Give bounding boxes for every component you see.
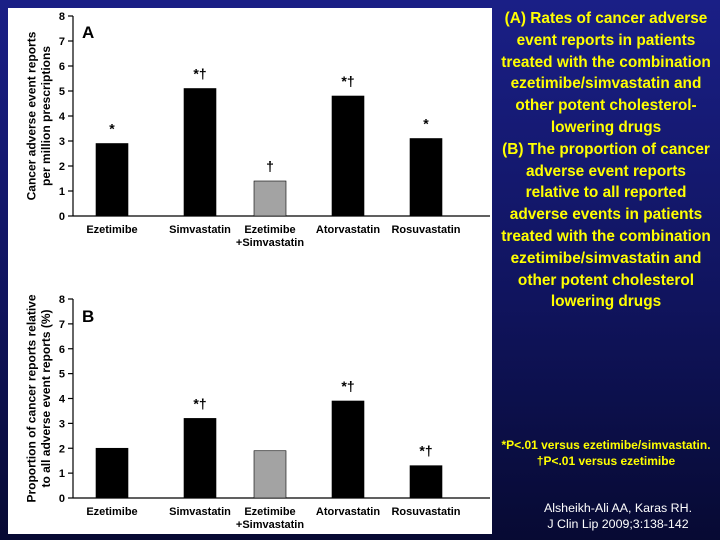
y-tick-label: 1 bbox=[59, 468, 65, 480]
bar-a-1 bbox=[95, 143, 129, 217]
category-label: Ezetimibe bbox=[244, 506, 295, 518]
y-axis-label: Proportion of cancer reports relativeto … bbox=[25, 294, 53, 502]
bar-b-4 bbox=[331, 400, 365, 499]
y-tick-label: 3 bbox=[59, 136, 65, 148]
y-tick-label: 7 bbox=[59, 319, 65, 331]
y-tick-label: 5 bbox=[59, 369, 65, 381]
y-axis-label: Cancer adverse event reportsper million … bbox=[25, 31, 53, 200]
bar-a-2 bbox=[183, 88, 217, 217]
category-label: +Simvastatin bbox=[236, 519, 304, 531]
y-tick-label: 4 bbox=[59, 394, 66, 406]
y-tick-label: 0 bbox=[59, 493, 65, 505]
bar-a-3 bbox=[253, 180, 287, 217]
caption-a: (A) Rates of cancer adverse event report… bbox=[501, 10, 711, 136]
significance-marker: *† bbox=[419, 443, 432, 459]
y-tick-label: 3 bbox=[59, 418, 65, 430]
category-label: Rosuvastatin bbox=[391, 506, 460, 518]
bar-b-1 bbox=[95, 447, 129, 499]
y-tick-label: 6 bbox=[59, 61, 65, 73]
panel-label-a: A bbox=[82, 23, 94, 42]
footnotes: *P<.01 versus ezetimibe/simvastatin. †P<… bbox=[500, 437, 712, 469]
significance-marker: *† bbox=[193, 395, 206, 411]
citation-journal: J Clin Lip 2009;3:138-142 bbox=[547, 517, 689, 531]
category-label: +Simvastatin bbox=[236, 237, 304, 249]
bar-b-2 bbox=[183, 418, 217, 499]
footnote-asterisk: *P<.01 versus ezetimibe/simvastatin. bbox=[501, 438, 711, 452]
category-label: Simvastatin bbox=[169, 506, 231, 518]
y-tick-label: 8 bbox=[59, 294, 65, 306]
bar-a-4 bbox=[331, 95, 365, 217]
y-tick-label: 8 bbox=[59, 11, 65, 23]
bar-charts: A 0 1 2 3 4 5 6 7 8 Cancer adverse event reportspe… bbox=[25, 11, 490, 531]
category-label: Ezetimibe bbox=[244, 224, 295, 236]
category-label: Rosuvastatin bbox=[391, 224, 460, 236]
significance-marker: *† bbox=[341, 73, 354, 89]
category-label: Atorvastatin bbox=[316, 506, 380, 518]
y-tick-label: 5 bbox=[59, 86, 65, 98]
y-tick-label: 7 bbox=[59, 36, 65, 48]
bar-a-5 bbox=[409, 138, 443, 217]
significance-marker: * bbox=[423, 116, 429, 132]
panel-label-b: B bbox=[82, 307, 94, 326]
y-tick-label: 2 bbox=[59, 443, 65, 455]
significance-marker: *† bbox=[193, 66, 206, 82]
bar-b-3 bbox=[253, 450, 287, 499]
category-label: Ezetimibe bbox=[86, 224, 137, 236]
significance-marker: * bbox=[109, 121, 115, 137]
category-label: Atorvastatin bbox=[316, 224, 380, 236]
y-tick-label: 1 bbox=[59, 186, 65, 198]
caption-b: (B) The proportion of cancer adverse eve… bbox=[501, 140, 711, 311]
bar-b-5 bbox=[409, 465, 443, 499]
citation-authors: Alsheikh-Ali AA, Karas RH. bbox=[543, 501, 693, 515]
y-tick-label: 2 bbox=[59, 161, 65, 173]
y-tick-label: 6 bbox=[59, 344, 65, 356]
category-label: Ezetimibe bbox=[86, 506, 137, 518]
chart-panel: A 0 1 2 3 4 5 6 7 8 Cancer adverse event reportspe… bbox=[8, 8, 492, 534]
significance-marker: *† bbox=[341, 378, 354, 394]
y-tick-label: 0 bbox=[59, 211, 65, 223]
footnote-dagger: †P<.01 versus ezetimibe bbox=[536, 454, 676, 468]
citation: Alsheikh-Ali AA, Karas RH. J Clin Lip 20… bbox=[520, 500, 716, 532]
figure-caption: (A) Rates of cancer adverse event report… bbox=[500, 8, 712, 313]
significance-marker: † bbox=[266, 158, 274, 174]
y-tick-label: 4 bbox=[59, 111, 66, 123]
category-label: Simvastatin bbox=[169, 224, 231, 236]
